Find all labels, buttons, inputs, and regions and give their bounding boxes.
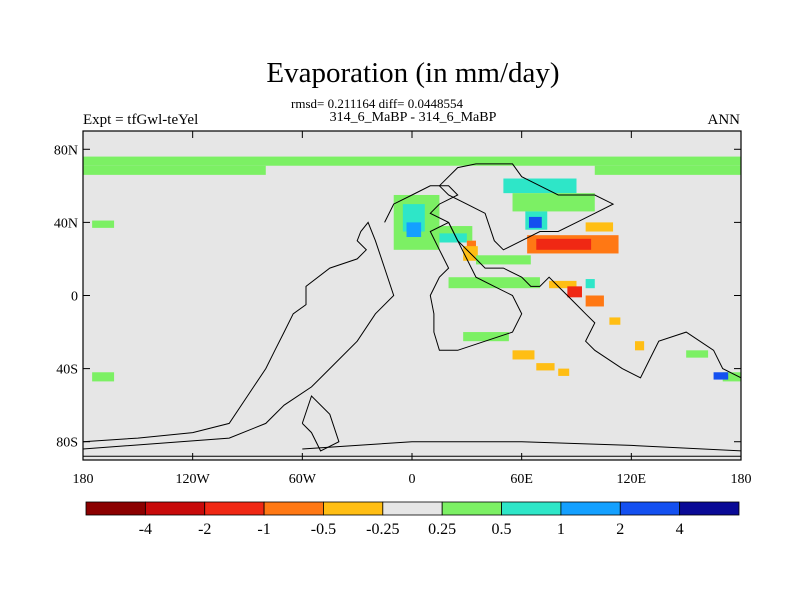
x-axis-ticks: 180 120W 60W 0 60E 120E 180 [73,131,752,487]
colorbar-label-8: 2 [616,521,624,538]
anomaly-region-2 [594,165,741,175]
x-tick-label-0: 180 [73,472,94,487]
colorbar-label-4: -0.25 [366,521,399,538]
anomaly-region-8 [406,222,422,238]
y-tick-label-1: 40N [54,216,78,231]
y-tick-label-2: 0 [71,290,78,305]
colorbar-swatch-1 [144,501,206,516]
colorbar-swatch-2 [204,501,265,516]
anomaly-region-19 [585,222,614,232]
anomaly-region-18 [536,238,592,250]
colorbar-label-2: -1 [257,521,270,538]
colorbar-swatch-8 [560,501,621,516]
colorbar-swatch-10 [679,501,740,516]
anomaly-region-25 [634,341,645,351]
anomaly-region-3 [92,220,115,228]
anomaly-region-24 [609,317,621,325]
anomaly-region-20 [549,280,577,289]
colorbar-swatch-6 [441,501,502,516]
colorbar-label-3: -0.5 [311,521,336,538]
anomaly-region-27 [475,255,531,265]
colorbar-swatch-9 [619,501,681,516]
map-background [83,131,741,460]
y-tick-label-3: 40S [56,363,78,378]
colorbar [85,501,740,516]
land-outline-4 [439,163,615,251]
y-axis-ticks: 80N 40N 0 40S 80S [54,143,741,451]
anomaly-region-33 [713,372,729,380]
colorbar-label-1: -2 [198,521,211,538]
y-tick-label-0: 80N [54,143,78,158]
land-outline-2 [302,185,742,452]
anomaly-region-1 [83,165,266,175]
colorbar-swatch-0 [85,501,146,516]
y-tick-label-4: 80S [56,436,78,451]
land-outline-3 [429,221,523,351]
anomaly-region-4 [92,372,115,382]
anomaly-region-10 [439,233,467,243]
colorbar-label-6: 0.5 [492,521,512,538]
x-tick-label-6: 180 [731,472,752,487]
colorbar-label-9: 4 [676,521,684,538]
x-tick-label-4: 60E [510,472,533,487]
x-tick-label-3: 0 [409,472,416,487]
colorbar-labels: -4 -2 -1 -0.5 -0.25 0.25 0.5 1 2 4 [139,521,684,538]
x-tick-label-2: 60W [289,472,317,487]
anomaly-region-26 [448,277,540,289]
colorbar-swatch-4 [323,501,384,516]
anomaly-region-16 [528,216,542,228]
anomaly-region-29 [512,350,535,360]
season-label: ANN [708,112,741,128]
land-outline-1 [301,395,340,452]
anomaly-region-0 [83,156,741,166]
chart-subtitle: 314_6_MaBP - 314_6_MaBP [330,110,497,125]
anomaly-region-22 [585,279,595,289]
anomaly-region-32 [686,350,709,358]
colorbar-swatch-7 [501,501,562,516]
anomaly-region-14 [512,193,595,212]
colorbar-label-7: 1 [557,521,565,538]
anomaly-region-21 [567,286,582,298]
anomaly-region-5 [722,372,741,382]
experiment-label: Expt = tfGwl-teYel [83,112,198,128]
stats-line: rmsd= 0.211164 diff= 0.0448554 [291,96,463,111]
anomaly-region-23 [585,295,604,307]
colorbar-swatch-3 [263,501,324,516]
chart-title: Evaporation (in mm/day) [266,57,559,89]
anomaly-region-31 [558,368,570,376]
x-tick-label-1: 120W [176,472,211,487]
anomaly-region-30 [536,363,555,371]
anomaly-region-28 [463,332,509,342]
colorbar-label-5: 0.25 [428,521,456,538]
colorbar-label-0: -4 [139,521,152,538]
x-tick-label-5: 120E [617,472,647,487]
land-outline-0 [82,221,395,450]
colorbar-swatch-5 [382,501,443,516]
